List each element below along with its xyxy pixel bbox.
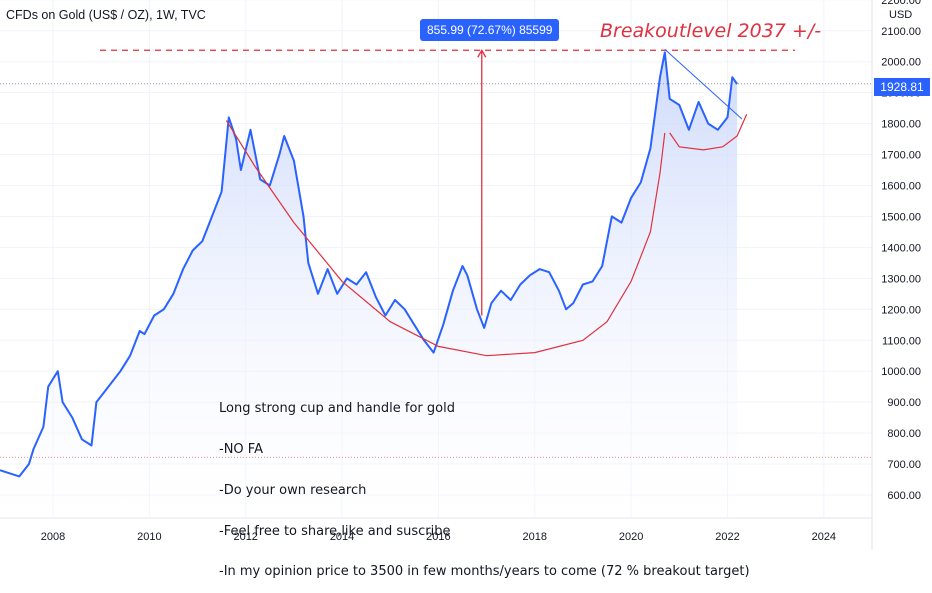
measure-arrow: [477, 48, 487, 58]
x-tick-label: 2008: [41, 531, 65, 543]
y-tick-label: 1100.00: [882, 335, 921, 347]
y-tick-label: 800.00: [887, 428, 921, 440]
breakout-label: Breakoutlevel 2037 +/-: [600, 20, 822, 42]
note-line: -Feel free to share,like and suscribe: [219, 523, 451, 539]
note-line: Long strong cup and handle for gold: [219, 401, 455, 417]
currency-label: USD: [889, 9, 913, 21]
y-tick-label: 2100.00: [881, 26, 921, 38]
note-line: -Do your own research: [219, 482, 367, 498]
x-tick-label: 2020: [619, 531, 643, 543]
x-tick-label: 2022: [715, 531, 739, 543]
y-tick-label: 700.00: [887, 459, 921, 471]
x-tick-label: 2024: [812, 531, 836, 543]
y-tick-label: 1300.00: [881, 273, 921, 285]
y-tick-label: 1400.00: [881, 242, 921, 254]
x-tick-label: 2010: [137, 531, 161, 543]
y-tick-label: 1000.00: [881, 366, 921, 378]
measure-label[interactable]: 855.99 (72.67%) 85599: [420, 19, 560, 41]
gold-chart[interactable]: 600.00 700.00 800.00 900.00 1000.00 1100.00 12…: [0, 0, 932, 550]
chart-title: CFDs on Gold (US$ / OZ), 1W, TVC: [6, 8, 206, 22]
x-tick-label: 2014: [330, 531, 354, 543]
y-tick-label: 1200.00: [881, 304, 921, 316]
y-tick-label: 1600.00: [881, 181, 921, 193]
y-tick-label: 1500.00: [881, 211, 921, 223]
handle-trendline: [664, 48, 743, 120]
price-area: [0, 52, 738, 519]
cup-curve: [225, 120, 666, 357]
x-tick-label: 2016: [426, 531, 450, 543]
x-tick-label: 2012: [233, 531, 257, 543]
y-tick-label: 900.00: [887, 397, 921, 409]
y-tick-label: 600.00: [887, 490, 921, 502]
y-tick-label: 2000.00: [881, 57, 921, 69]
y-tick-label: 2200.00: [881, 0, 921, 7]
x-tick-label: 2018: [523, 531, 547, 543]
note-line: -NO FA: [219, 441, 263, 457]
y-tick-label: 1800.00: [881, 119, 921, 131]
analysis-note: Long strong cup and handle for gold -NO …: [219, 375, 750, 593]
handle-curve: [669, 114, 748, 151]
y-tick-label: 1700.00: [881, 150, 921, 162]
note-line: -In my opinion price to 3500 in few mont…: [219, 564, 750, 580]
current-price-tag: 1928.81: [874, 78, 930, 96]
price-line: [0, 51, 738, 478]
